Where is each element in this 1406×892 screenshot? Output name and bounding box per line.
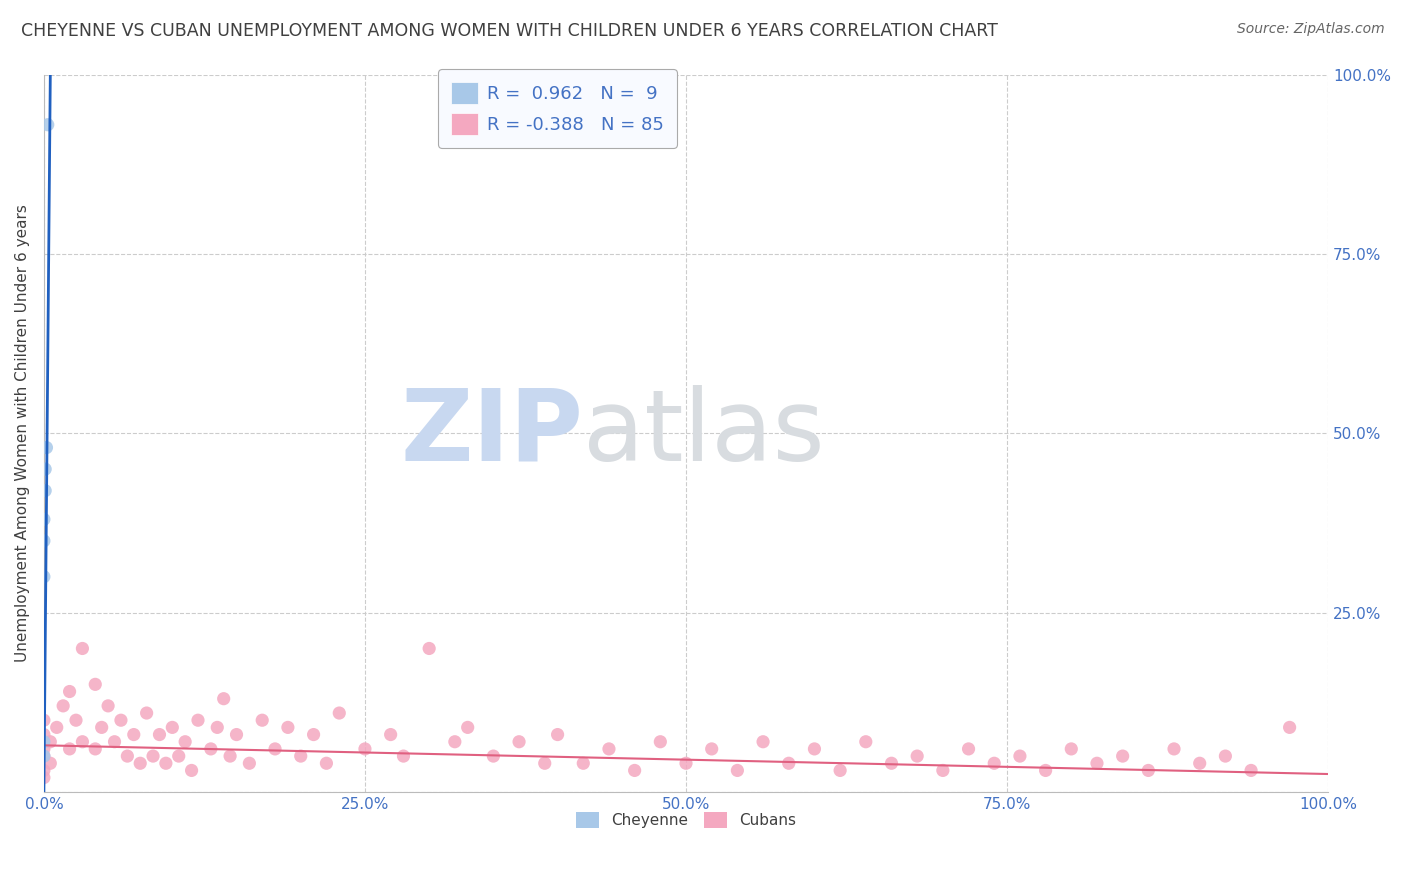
Point bbox=[117, 749, 139, 764]
Y-axis label: Unemployment Among Women with Children Under 6 years: Unemployment Among Women with Children U… bbox=[15, 204, 30, 662]
Point bbox=[72, 641, 94, 656]
Point bbox=[58, 742, 80, 756]
Point bbox=[277, 720, 299, 734]
Point bbox=[328, 706, 350, 720]
Point bbox=[34, 483, 56, 498]
Point bbox=[39, 735, 62, 749]
Point bbox=[264, 742, 287, 756]
Point bbox=[129, 756, 152, 771]
Point bbox=[45, 720, 67, 734]
Point bbox=[174, 735, 197, 749]
Point bbox=[200, 742, 222, 756]
Point bbox=[725, 764, 748, 778]
Point bbox=[392, 749, 415, 764]
Point bbox=[598, 742, 620, 756]
Point bbox=[207, 720, 229, 734]
Point bbox=[135, 706, 157, 720]
Point bbox=[290, 749, 312, 764]
Point bbox=[533, 756, 555, 771]
Point bbox=[110, 713, 132, 727]
Point bbox=[444, 735, 467, 749]
Legend: Cheyenne, Cubans: Cheyenne, Cubans bbox=[569, 806, 801, 835]
Point bbox=[855, 735, 877, 749]
Point bbox=[250, 713, 273, 727]
Point bbox=[803, 742, 825, 756]
Point bbox=[212, 691, 235, 706]
Point bbox=[1278, 720, 1301, 734]
Point bbox=[103, 735, 125, 749]
Point bbox=[65, 713, 87, 727]
Point bbox=[187, 713, 209, 727]
Point bbox=[84, 742, 107, 756]
Point bbox=[1111, 749, 1133, 764]
Point bbox=[508, 735, 530, 749]
Point bbox=[1085, 756, 1108, 771]
Point bbox=[34, 462, 56, 476]
Point bbox=[84, 677, 107, 691]
Point bbox=[32, 771, 55, 785]
Point bbox=[418, 641, 440, 656]
Point bbox=[90, 720, 112, 734]
Point bbox=[32, 742, 55, 756]
Point bbox=[35, 441, 58, 455]
Text: CHEYENNE VS CUBAN UNEMPLOYMENT AMONG WOMEN WITH CHILDREN UNDER 6 YEARS CORRELATI: CHEYENNE VS CUBAN UNEMPLOYMENT AMONG WOM… bbox=[21, 22, 998, 40]
Point bbox=[32, 764, 55, 778]
Point bbox=[122, 728, 145, 742]
Point bbox=[37, 118, 59, 132]
Point bbox=[39, 756, 62, 771]
Point bbox=[142, 749, 165, 764]
Point bbox=[32, 728, 55, 742]
Point bbox=[1060, 742, 1083, 756]
Text: ZIP: ZIP bbox=[401, 384, 583, 482]
Text: atlas: atlas bbox=[583, 384, 825, 482]
Point bbox=[225, 728, 247, 742]
Point bbox=[180, 764, 202, 778]
Point bbox=[547, 728, 569, 742]
Point bbox=[315, 756, 337, 771]
Point bbox=[148, 728, 170, 742]
Point bbox=[983, 756, 1005, 771]
Point bbox=[52, 698, 75, 713]
Point bbox=[162, 720, 184, 734]
Point bbox=[97, 698, 120, 713]
Point bbox=[72, 735, 94, 749]
Point bbox=[957, 742, 980, 756]
Point bbox=[1137, 764, 1160, 778]
Point bbox=[32, 713, 55, 727]
Point bbox=[32, 533, 55, 548]
Point bbox=[32, 749, 55, 764]
Point bbox=[32, 735, 55, 749]
Point bbox=[675, 756, 697, 771]
Point bbox=[880, 756, 903, 771]
Point bbox=[167, 749, 190, 764]
Point bbox=[905, 749, 928, 764]
Point bbox=[380, 728, 402, 742]
Point bbox=[932, 764, 955, 778]
Point bbox=[572, 756, 595, 771]
Point bbox=[32, 749, 55, 764]
Point bbox=[302, 728, 325, 742]
Point bbox=[1215, 749, 1237, 764]
Point bbox=[778, 756, 800, 771]
Point bbox=[650, 735, 672, 749]
Point bbox=[1008, 749, 1031, 764]
Point bbox=[1240, 764, 1263, 778]
Point bbox=[457, 720, 479, 734]
Point bbox=[700, 742, 723, 756]
Point bbox=[623, 764, 645, 778]
Point bbox=[1188, 756, 1211, 771]
Point bbox=[752, 735, 775, 749]
Point bbox=[1163, 742, 1185, 756]
Point bbox=[830, 764, 852, 778]
Point bbox=[482, 749, 505, 764]
Point bbox=[219, 749, 242, 764]
Point bbox=[32, 512, 55, 526]
Point bbox=[58, 684, 80, 698]
Point bbox=[1035, 764, 1057, 778]
Point bbox=[238, 756, 260, 771]
Point bbox=[155, 756, 177, 771]
Point bbox=[354, 742, 377, 756]
Text: Source: ZipAtlas.com: Source: ZipAtlas.com bbox=[1237, 22, 1385, 37]
Point bbox=[32, 570, 55, 584]
